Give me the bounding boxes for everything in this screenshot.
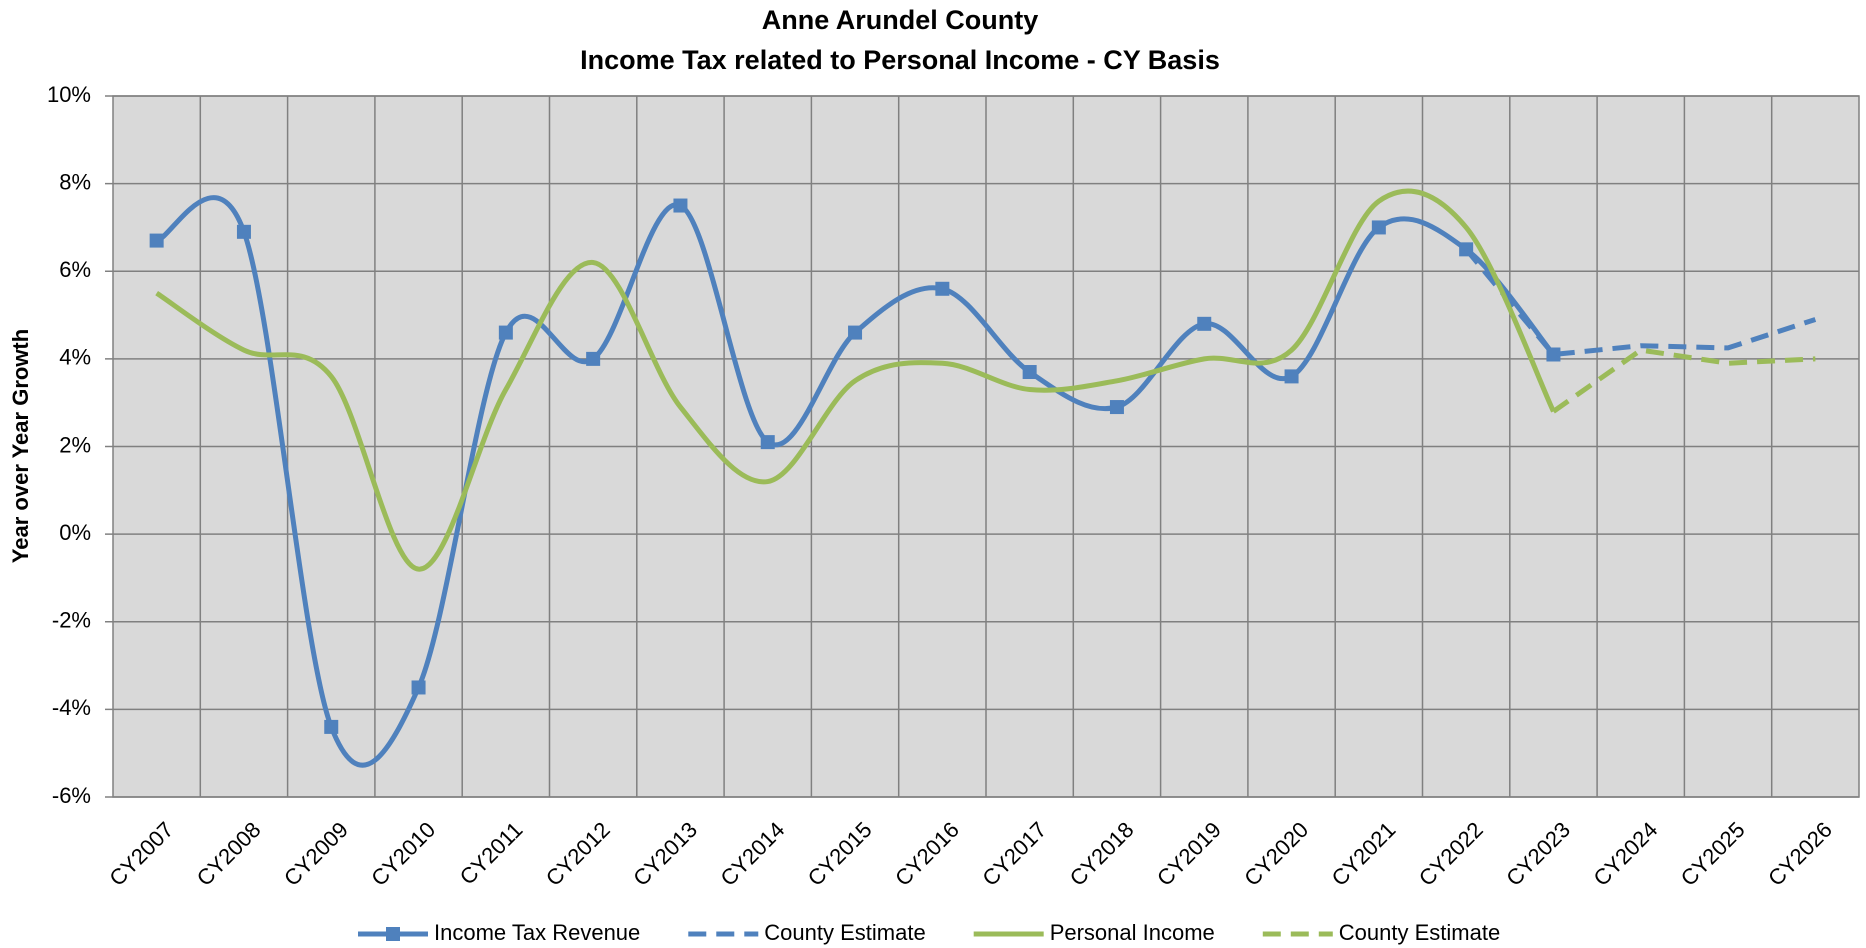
x-tick-label: CY2022	[1414, 817, 1488, 891]
series-line	[1552, 347, 1816, 414]
y-tick-label: 0%	[59, 520, 91, 545]
x-tick-label: CY2008	[192, 817, 266, 891]
x-tick-label: CY2023	[1501, 817, 1575, 891]
marker	[149, 233, 164, 248]
x-tick-label: CY2014	[715, 817, 789, 891]
marker	[1197, 316, 1212, 331]
marker	[1371, 220, 1386, 235]
y-tick-label: 6%	[59, 257, 91, 282]
x-tick-label: CY2024	[1588, 817, 1662, 891]
chart-subtitle: Income Tax related to Personal Income - …	[580, 45, 1220, 75]
x-tick-label: CY2010	[366, 817, 440, 891]
marker	[324, 719, 339, 734]
x-tick-label: CY2015	[803, 817, 877, 891]
y-tick-label: -2%	[52, 608, 91, 633]
x-tick-label: CY2025	[1676, 817, 1750, 891]
y-tick-label: 4%	[59, 345, 91, 370]
x-tick-label: CY2013	[628, 817, 702, 891]
marker	[498, 325, 513, 340]
x-tick-label: CY2026	[1763, 817, 1837, 891]
series-line	[1464, 247, 1817, 357]
y-tick-label: 2%	[59, 432, 91, 457]
y-axis-label: Year over Year Growth	[8, 329, 33, 563]
legend-label: County Estimate	[1339, 920, 1500, 945]
x-tick-label: CY2019	[1152, 817, 1226, 891]
legend-label: County Estimate	[764, 920, 925, 945]
x-tick-label: CY2017	[977, 817, 1051, 891]
x-tick-label: CY2016	[890, 817, 964, 891]
x-tick-label: CY2009	[279, 817, 353, 891]
y-tick-label: -4%	[52, 695, 91, 720]
x-tick-label: CY2012	[541, 817, 615, 891]
x-tick-label: CY2007	[104, 817, 178, 891]
marker	[1284, 369, 1299, 384]
x-tick-label: CY2018	[1065, 817, 1139, 891]
legend-label: Income Tax Revenue	[434, 920, 640, 945]
x-tick-label: CY2011	[455, 817, 528, 890]
y-tick-label: 8%	[59, 169, 91, 194]
chart-title: Anne Arundel County	[762, 5, 1039, 35]
marker	[935, 281, 950, 296]
y-tick-label: 10%	[47, 82, 91, 107]
x-tick-label: CY2020	[1239, 817, 1313, 891]
marker	[411, 680, 426, 695]
marker	[1022, 365, 1037, 380]
legend-marker	[386, 927, 400, 941]
x-tick-label: CY2021	[1327, 817, 1401, 891]
marker	[673, 198, 688, 213]
marker	[1109, 400, 1124, 415]
legend-label: Personal Income	[1050, 920, 1215, 945]
marker	[236, 224, 251, 239]
marker	[760, 435, 775, 450]
marker	[848, 325, 863, 340]
series-line	[155, 188, 1556, 572]
marker	[586, 351, 601, 366]
marker	[1546, 347, 1561, 362]
y-tick-label: -6%	[52, 783, 91, 808]
